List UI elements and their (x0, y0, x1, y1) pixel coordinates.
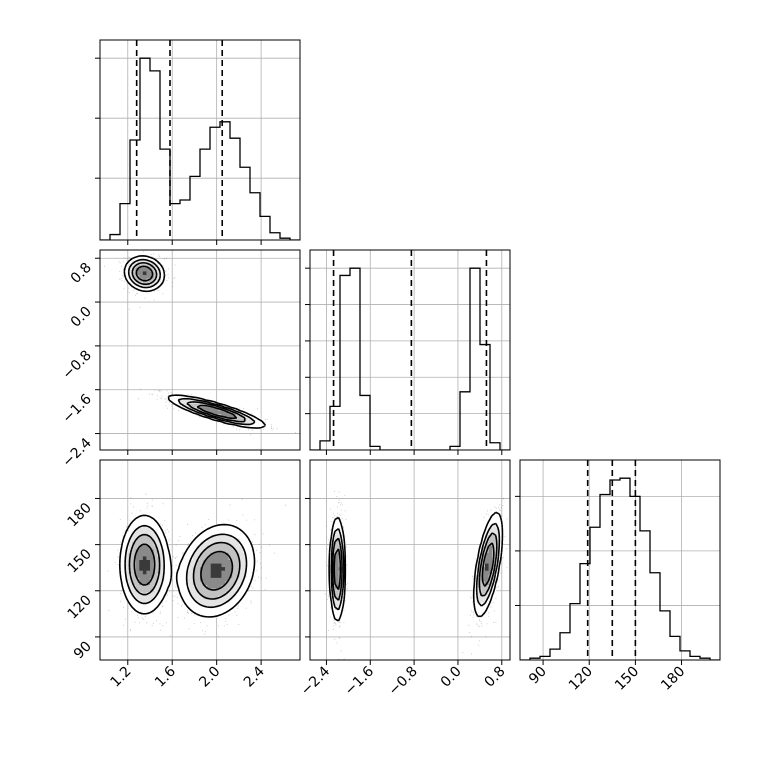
scatter-p0_p2-border (99, 459, 301, 661)
hist-p0-step (100, 57, 300, 240)
y-tick-label-p2-2: 150 (65, 546, 95, 576)
hist-p0-border (99, 39, 301, 241)
scatter-p0_p1-samples (104, 251, 296, 436)
x-tick-label-p2-0: 90 (526, 664, 550, 688)
y-tick-label-p1-4: 0.8 (68, 260, 95, 287)
x-tick-label-p1-0: −2.4 (298, 663, 333, 698)
y-tick-label-p2-3: 180 (65, 500, 95, 530)
scatter-p0_p2-contour-3 (133, 543, 234, 591)
x-tick-label-p2-3: 180 (658, 664, 688, 694)
x-tick-label-p1-4: 0.8 (482, 664, 509, 691)
scatter-p0_p2-contour-1 (124, 524, 248, 609)
x-tick-label-p2-2: 150 (612, 664, 642, 694)
scatter-p0_p1-density (104, 251, 296, 436)
hist-p2-step (520, 477, 720, 660)
x-tick-label-p0-1: 1.6 (152, 663, 179, 690)
scatter-p0_p2-density (107, 493, 286, 637)
hist-p2-frame (519, 459, 721, 661)
scatter-p1_p2-border (309, 459, 511, 661)
x-tick-label-p1-1: −1.6 (342, 663, 377, 698)
hist-p1-step (310, 267, 510, 450)
x-tick-label-p0-2: 2.0 (196, 664, 223, 691)
scatter-p0_p1-border (99, 249, 301, 451)
hist-p1-border (309, 249, 511, 451)
scatter-p1_p2-contour-2 (331, 532, 498, 601)
scatter-p0_p2-contour-0 (119, 514, 256, 618)
x-tick-label-p0-3: 2.4 (241, 663, 268, 690)
scatter-p0_p2-contour-2 (128, 533, 241, 600)
scatter-p1_p2-density (324, 490, 510, 660)
scatter-p1_p2-contour-3 (333, 542, 495, 591)
scatter-p0_p1-contour-0 (123, 254, 267, 429)
hist-p1-frame (309, 249, 511, 451)
scatter-p1_p2-contour-0 (328, 511, 504, 622)
scatter-p1_p2-contour-1 (330, 522, 501, 611)
scatter-p0_p1-contour-2 (131, 261, 246, 423)
hist-p2-border (519, 459, 721, 661)
x-tick-label-p1-2: −0.8 (386, 664, 421, 699)
y-tick-label-p2-1: 120 (65, 592, 95, 622)
y-tick-label-p1-2: −0.8 (59, 347, 94, 382)
y-tick-label-p1-0: −2.4 (59, 435, 94, 470)
scatter-p0_p1-contour-3 (135, 265, 238, 420)
x-tick-label-p0-0: 1.2 (108, 664, 135, 691)
y-tick-label-p1-3: 0.0 (68, 304, 95, 331)
x-tick-label-p1-3: 0.0 (438, 664, 465, 691)
y-tick-label-p1-1: −1.6 (59, 391, 94, 426)
x-tick-label-p2-1: 120 (566, 664, 596, 694)
y-tick-label-p2-0: 90 (71, 638, 95, 662)
scatter-p0_p1-contour-1 (127, 258, 256, 426)
